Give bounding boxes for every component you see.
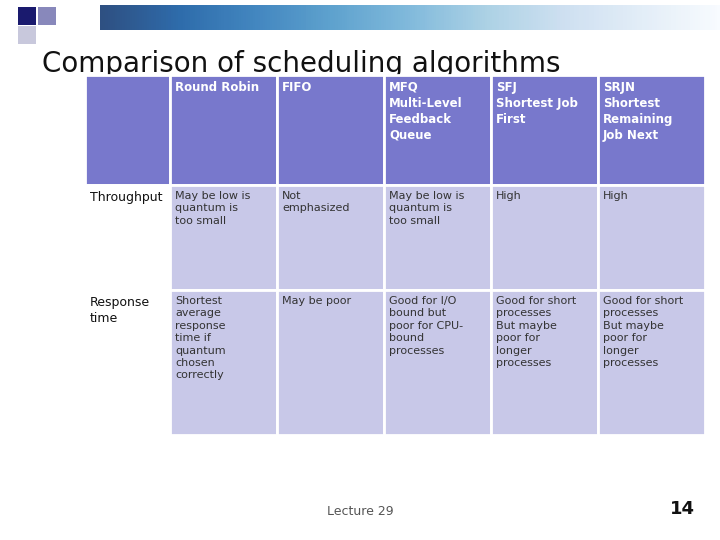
Bar: [277, 290, 384, 435]
Text: Round Robin: Round Robin: [175, 81, 259, 94]
Bar: [170, 75, 277, 185]
Text: May be low is
quantum is
too small: May be low is quantum is too small: [175, 191, 251, 226]
Bar: [85, 75, 170, 185]
Bar: [277, 185, 384, 290]
Text: Good for I/O
bound but
poor for CPU-
bound
processes: Good for I/O bound but poor for CPU- bou…: [389, 296, 463, 356]
Text: SRJN
Shortest
Remaining
Job Next: SRJN Shortest Remaining Job Next: [603, 81, 673, 142]
Bar: [384, 290, 491, 435]
Text: SFJ
Shortest Job
First: SFJ Shortest Job First: [496, 81, 578, 126]
Text: Shortest
average
response
time if
quantum
chosen
correctly: Shortest average response time if quantu…: [175, 296, 225, 380]
Text: FIFO: FIFO: [282, 81, 312, 94]
Text: MFQ
Multi-Level
Feedback
Queue: MFQ Multi-Level Feedback Queue: [389, 81, 463, 142]
Text: 14: 14: [670, 500, 695, 518]
Text: Good for short
processes
But maybe
poor for
longer
processes: Good for short processes But maybe poor …: [496, 296, 576, 368]
Bar: [85, 290, 170, 435]
Bar: [491, 290, 598, 435]
Bar: [18, 26, 36, 44]
Bar: [38, 7, 56, 25]
Bar: [170, 185, 277, 290]
Bar: [384, 75, 491, 185]
Bar: [598, 75, 705, 185]
Bar: [277, 75, 384, 185]
Bar: [85, 185, 170, 290]
Text: May be poor: May be poor: [282, 296, 351, 306]
Bar: [598, 290, 705, 435]
Text: Good for short
processes
But maybe
poor for
longer
processes: Good for short processes But maybe poor …: [603, 296, 683, 368]
Text: Not
emphasized: Not emphasized: [282, 191, 349, 213]
Text: High: High: [603, 191, 629, 201]
Bar: [598, 185, 705, 290]
Text: Comparison of scheduling algorithms: Comparison of scheduling algorithms: [42, 50, 560, 78]
Text: Response
time: Response time: [90, 296, 150, 325]
Text: Lecture 29: Lecture 29: [327, 505, 393, 518]
Text: High: High: [496, 191, 522, 201]
Text: May be low is
quantum is
too small: May be low is quantum is too small: [389, 191, 464, 226]
Bar: [491, 185, 598, 290]
Bar: [170, 290, 277, 435]
Text: Throughput: Throughput: [90, 191, 163, 204]
Bar: [491, 75, 598, 185]
Bar: [18, 7, 36, 25]
Bar: [384, 185, 491, 290]
